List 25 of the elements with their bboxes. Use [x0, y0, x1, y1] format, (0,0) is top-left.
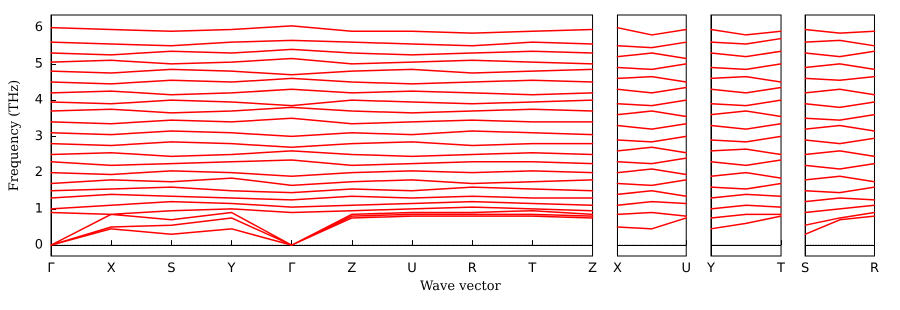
x-tick-label: Z: [347, 261, 356, 276]
x-tick-label: Z: [588, 261, 598, 276]
y-tick-label: 1: [34, 201, 43, 216]
x-tick-label: R: [870, 261, 880, 276]
x-tick-label: S: [167, 261, 176, 276]
y-tick-label: 3: [34, 128, 43, 144]
x-axis-title: Wave vector: [420, 279, 502, 294]
x-tick-label: R: [468, 261, 477, 276]
x-tick-label: T: [527, 261, 536, 276]
y-tick-label: 2: [34, 165, 43, 180]
x-tick-label: Y: [706, 261, 715, 276]
x-tick-label: T: [776, 261, 786, 276]
x-tick-label: X: [613, 261, 622, 276]
x-tick-label: U: [681, 261, 691, 276]
x-tick-label: Y: [226, 261, 236, 276]
x-tick-label: Γ: [47, 261, 56, 276]
y-tick-label: 6: [34, 20, 43, 36]
y-axis-title: Frequency (THz): [7, 80, 22, 192]
x-tick-label: Γ: [288, 261, 296, 276]
x-tick-label: X: [106, 261, 116, 276]
y-tick-label: 0: [34, 238, 43, 253]
x-tick-label: U: [407, 261, 417, 276]
y-tick-label: 4: [34, 92, 43, 108]
x-tick-label: S: [800, 261, 810, 276]
y-tick-label: 5: [34, 56, 43, 72]
